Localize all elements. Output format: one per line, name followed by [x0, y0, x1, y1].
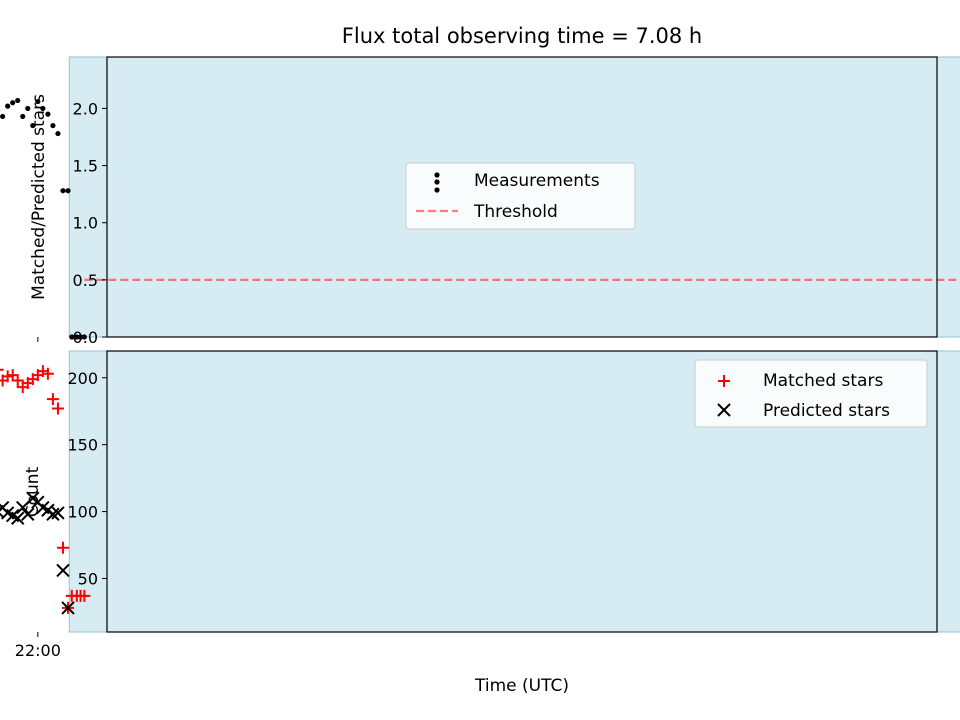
- measurement-point: [20, 113, 26, 120]
- chart-title: Flux total observing time = 7.08 h: [342, 24, 702, 48]
- predicted-point: [0, 504, 5, 519]
- measurement-point: [77, 334, 84, 340]
- top-y-axis-label: Matched/Predicted stars: [29, 94, 49, 300]
- x-tick-label: 22:00: [15, 641, 61, 660]
- measurement-point: [15, 97, 21, 104]
- bottom-axes-frame: [106, 350, 938, 633]
- matched-point: [41, 367, 54, 380]
- y-tick-label: 0.5: [73, 271, 98, 290]
- legend-matched-marker: [718, 375, 730, 387]
- measurement-point: [10, 100, 16, 106]
- legend-label-threshold: Threshold: [473, 202, 558, 222]
- predicted-point: [51, 506, 65, 520]
- bottom-y-ticks: 50 100 150 200: [67, 369, 107, 588]
- y-tick-label: 50: [78, 569, 98, 588]
- y-tick-label: 200: [67, 369, 98, 388]
- y-tick-label: 1.5: [73, 157, 98, 176]
- y-tick-label: 1.0: [73, 214, 98, 233]
- measurement-point: [55, 130, 61, 137]
- measurement-point: [50, 122, 56, 129]
- matched-point: [46, 393, 59, 406]
- legend-measurement-dot-3: [434, 172, 440, 178]
- measurement-point: [74, 334, 80, 340]
- top-axes-frame: [106, 56, 938, 338]
- measurement-point: [45, 111, 51, 117]
- measurement-point: [40, 105, 46, 112]
- matched-point: [11, 374, 24, 387]
- measurement-point: [65, 188, 71, 194]
- y-tick-label: 100: [67, 503, 98, 522]
- legend-predicted-marker: [717, 403, 731, 417]
- top-x-ticks: [37, 337, 39, 342]
- bottom-axes: 50 100 150 200 22:0000:0002:0004:0006:0008:…: [0, 350, 960, 660]
- legend-measurement-dot-1: [434, 179, 440, 185]
- matched-point: [65, 589, 78, 602]
- legend-label-measurements: Measurements: [474, 171, 600, 191]
- measurement-point: [60, 188, 66, 194]
- x-axis-label: Time (UTC): [474, 676, 569, 696]
- legend-measurement-dot-2: [434, 187, 440, 193]
- top-legend: Measurements Threshold: [405, 162, 636, 230]
- measurement-point: [5, 103, 11, 109]
- measurement-point: [25, 105, 31, 112]
- legend-label-predicted: Predicted stars: [763, 401, 890, 421]
- matched-point: [0, 368, 4, 371]
- measurement-point: [81, 334, 87, 340]
- top-axes: 0.00.51.01.52.0 Matched/Predicted stars …: [0, 56, 960, 347]
- y-tick-label: 150: [67, 436, 98, 455]
- matched-point: [16, 381, 29, 394]
- predicted-point: [16, 500, 30, 515]
- bottom-y-axis-label: Count: [23, 466, 43, 517]
- predicted-point: [21, 507, 35, 521]
- bottom-points-layer: [0, 365, 91, 615]
- y-tick-label: 2.0: [73, 99, 98, 118]
- top-legend-box: [405, 162, 636, 230]
- bottom-legend-box: [694, 359, 928, 428]
- predicted-point: [56, 563, 70, 578]
- predicted-point: [61, 601, 75, 615]
- bottom-x-ticks: 22:0000:0002:0004:0006:0008:00: [15, 632, 61, 660]
- measurement-point: [0, 113, 6, 120]
- y-tick-label: 0.0: [73, 328, 98, 347]
- matched-point: [6, 369, 19, 382]
- measurement-point: [30, 122, 36, 129]
- bottom-legend: Matched stars Predicted stars: [694, 359, 928, 428]
- matched-point: [0, 374, 9, 387]
- top-y-ticks: 0.0 0.5 1.0 1.5 2.0: [73, 99, 107, 347]
- top-points-layer: [0, 97, 87, 340]
- matched-point: [56, 541, 69, 554]
- legend-label-matched: Matched stars: [763, 371, 883, 391]
- measurement-point: [35, 98, 41, 105]
- matched-point: [51, 402, 64, 415]
- measurement-point: [69, 334, 75, 340]
